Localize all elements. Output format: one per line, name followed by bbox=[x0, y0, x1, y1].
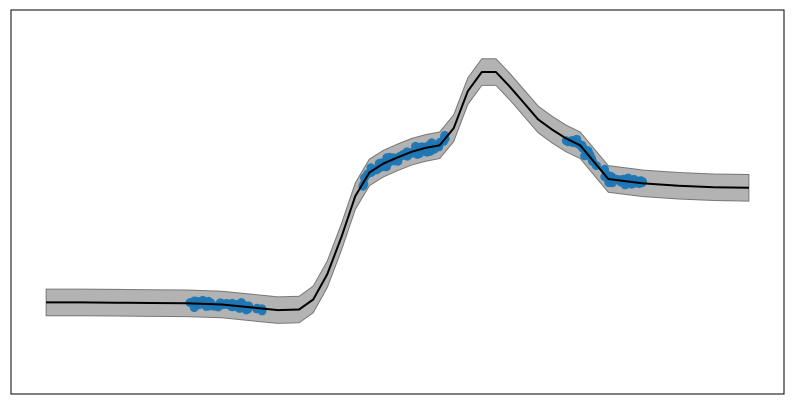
mean-line-layer bbox=[46, 71, 749, 312]
uncertainty-band-layer bbox=[45, 58, 750, 324]
mean-line bbox=[46, 71, 749, 312]
scatter-point bbox=[603, 176, 613, 185]
scatter-point bbox=[376, 162, 386, 172]
plot-frame bbox=[10, 9, 785, 395]
uncertainty-band bbox=[45, 58, 750, 324]
